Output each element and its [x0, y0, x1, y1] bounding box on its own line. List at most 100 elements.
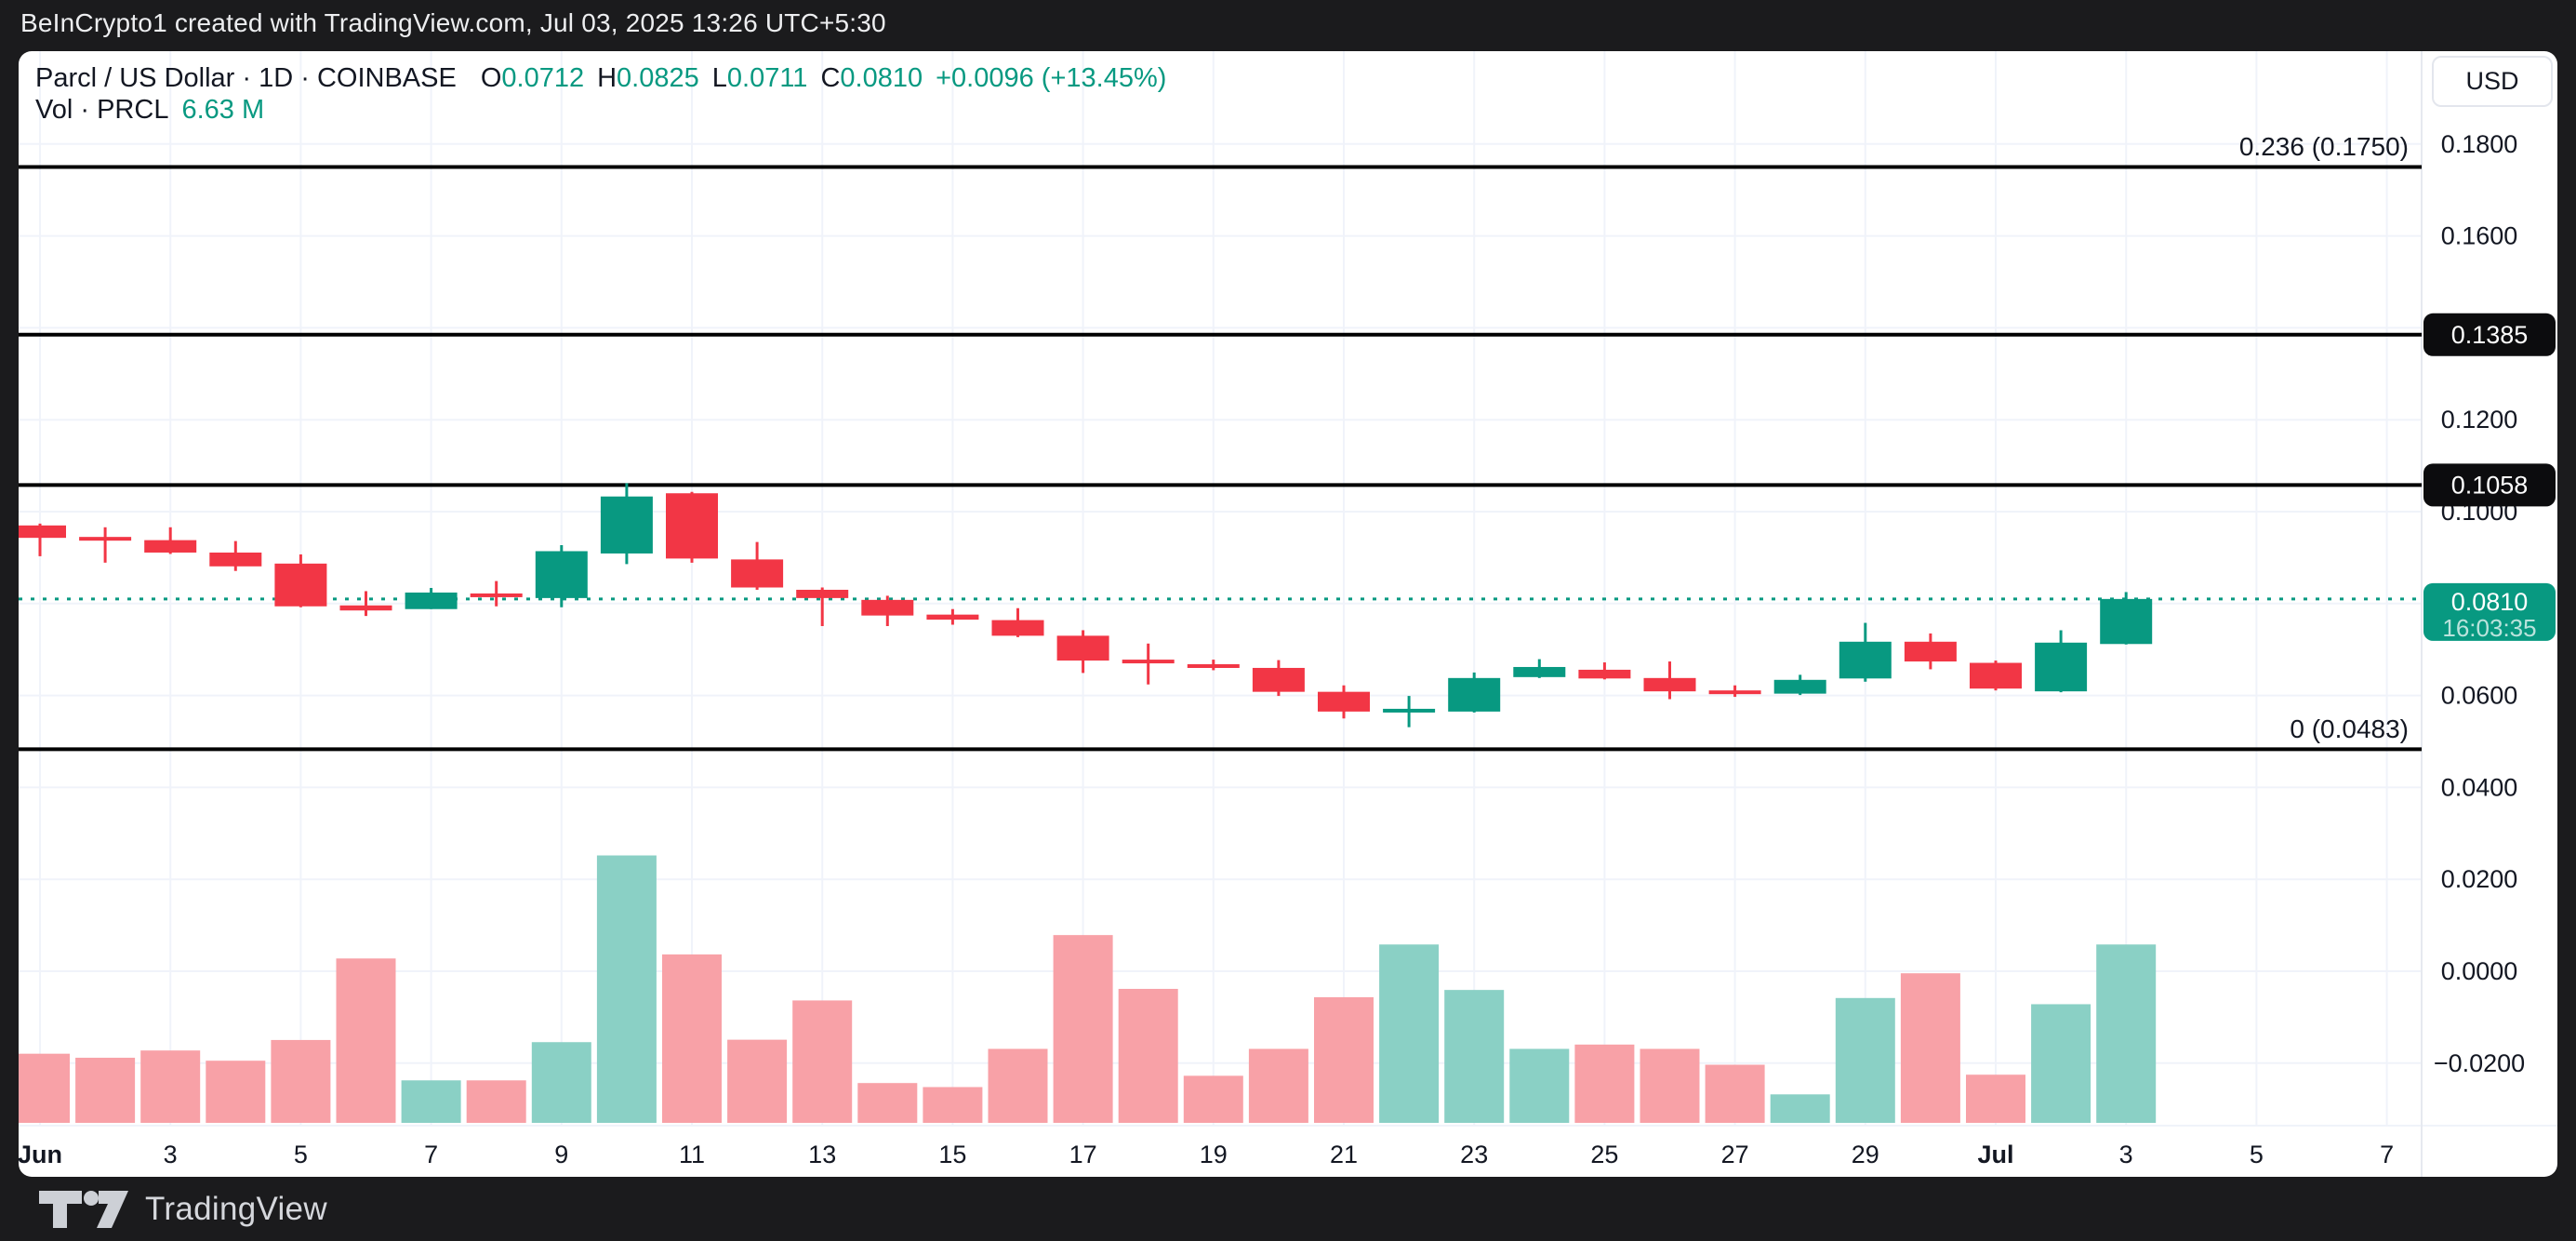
candle-body	[79, 537, 132, 541]
volume-bar	[1314, 996, 1374, 1123]
top-bar: BeInCrypto1 created with TradingView.com…	[0, 0, 2576, 47]
volume-label: Vol · PRCL	[35, 95, 169, 125]
price-tick-label: 0.1600	[2441, 222, 2518, 250]
volume-bar	[988, 1048, 1048, 1123]
volume-bar	[1705, 1064, 1765, 1123]
volume-bar	[662, 954, 722, 1123]
candle-body	[1578, 669, 1631, 679]
price-level-badge	[2423, 313, 2556, 356]
volume-row[interactable]: Vol · PRCL 6.63 M	[35, 94, 1166, 126]
candle-body	[1318, 691, 1370, 712]
time-axis-label: Jun	[19, 1141, 62, 1168]
volume-bar	[2031, 1004, 2091, 1123]
candle-body	[666, 493, 718, 559]
price-level-badge	[2423, 463, 2556, 507]
candle-body	[1187, 664, 1240, 669]
price-tick-label: 0.0400	[2441, 773, 2518, 801]
candle-body	[1839, 641, 1892, 679]
volume-bar	[1118, 988, 1178, 1123]
time-axis-label: 3	[2119, 1141, 2133, 1168]
volume-bar	[2096, 944, 2157, 1123]
time-axis-label: 5	[294, 1141, 308, 1168]
price-tick-label: 0.1200	[2441, 406, 2518, 434]
price-tick-label: 0.1800	[2441, 130, 2518, 158]
time-axis-label: 23	[1460, 1141, 1488, 1168]
time-axis-label: 7	[424, 1141, 438, 1168]
time-axis-label: 27	[1721, 1141, 1749, 1168]
currency-unit-button[interactable]: USD	[2432, 56, 2553, 107]
volume-bar	[271, 1039, 331, 1123]
close-label: C	[820, 63, 841, 93]
watermark-title: BeInCrypto1 created with TradingView.com…	[20, 8, 886, 37]
volume-bar	[1444, 990, 1505, 1123]
candle-body	[1383, 708, 1436, 713]
volume-bar	[531, 1042, 591, 1123]
time-axis-label: 21	[1330, 1141, 1358, 1168]
candle-body	[470, 593, 523, 597]
volume-bar	[1248, 1048, 1308, 1123]
volume-bar	[1900, 973, 1960, 1123]
volume-bar	[923, 1087, 983, 1123]
symbol-title: Parcl / US Dollar · 1D · COINBASE	[35, 63, 457, 93]
volume-bar	[857, 1083, 918, 1123]
time-axis-label: 7	[2380, 1141, 2394, 1168]
candle-body	[405, 592, 458, 609]
candle-body	[1970, 662, 2022, 689]
time-axis-label: 17	[1069, 1141, 1097, 1168]
time-axis-label: 29	[1852, 1141, 1879, 1168]
current-price-badge-value: 0.0810	[2451, 588, 2529, 616]
candle-body	[1643, 677, 1696, 692]
candle-body	[274, 563, 327, 607]
volume-bar	[1379, 944, 1440, 1123]
volume-value: 6.63 M	[181, 95, 265, 125]
candle-body	[2100, 598, 2153, 645]
time-axis-label: 15	[938, 1141, 966, 1168]
candle-body	[796, 589, 849, 598]
price-tick-label: 0.0600	[2441, 682, 2518, 710]
candle-body	[1056, 635, 1109, 661]
candle-body	[209, 552, 262, 567]
candle-body	[339, 605, 392, 611]
candle-body	[144, 540, 197, 553]
footer-bar: TradingView	[0, 1177, 2576, 1241]
volume-bar	[596, 855, 657, 1123]
price-level-badge-text: 0.1385	[2451, 321, 2529, 349]
chart-panel: 0.236 (0.1750) 0 (0.0483) 0.1800 0.1600 0.12…	[19, 51, 2557, 1177]
open-value: 0.0712	[501, 63, 585, 93]
time-axis-label: 25	[1590, 1141, 1618, 1168]
chart-canvas[interactable]: 0.236 (0.1750) 0 (0.0483) 0.1800 0.1600 0.12…	[19, 51, 2557, 1177]
volume-bar	[206, 1061, 266, 1123]
volume-bar	[1966, 1074, 2025, 1123]
fib-level-label: 0.236 (0.1750)	[2239, 132, 2409, 161]
candle-body	[1448, 677, 1501, 712]
time-axis-label: 9	[554, 1141, 568, 1168]
candle-body	[19, 525, 66, 539]
open-label: O	[480, 63, 502, 93]
currency-unit-label: USD	[2465, 67, 2519, 95]
fib-level-label: 0 (0.0483)	[2290, 714, 2409, 743]
price-level-badge-text: 0.1058	[2451, 471, 2529, 499]
candle-body	[1773, 679, 1826, 694]
volume-bar	[727, 1039, 788, 1123]
volume-bar	[1640, 1048, 1700, 1123]
tradingview-brand-text[interactable]: TradingView	[145, 1190, 327, 1227]
low-label: L	[711, 63, 727, 93]
volume-bar	[1053, 935, 1113, 1123]
volume-bar	[466, 1080, 526, 1123]
candle-body	[2035, 642, 2088, 692]
tradingview-logo-icon[interactable]	[37, 1188, 130, 1231]
candle-body	[600, 496, 653, 554]
time-axis-label: Jul	[1977, 1141, 2013, 1168]
price-tick-label: 0.0200	[2441, 865, 2518, 893]
candle-body	[926, 614, 979, 620]
change-value: +0.0096 (+13.45%)	[936, 63, 1167, 93]
close-value: 0.0810	[840, 63, 923, 93]
symbol-row[interactable]: Parcl / US Dollar · 1D · COINBASE O0.0712…	[35, 62, 1166, 94]
volume-bar	[75, 1058, 136, 1123]
candle-body	[535, 551, 588, 598]
high-value: 0.0825	[617, 63, 699, 93]
candle-body	[1252, 667, 1305, 692]
bar-countdown-timer: 16:03:35	[2442, 614, 2536, 642]
candle-body	[1122, 660, 1175, 664]
